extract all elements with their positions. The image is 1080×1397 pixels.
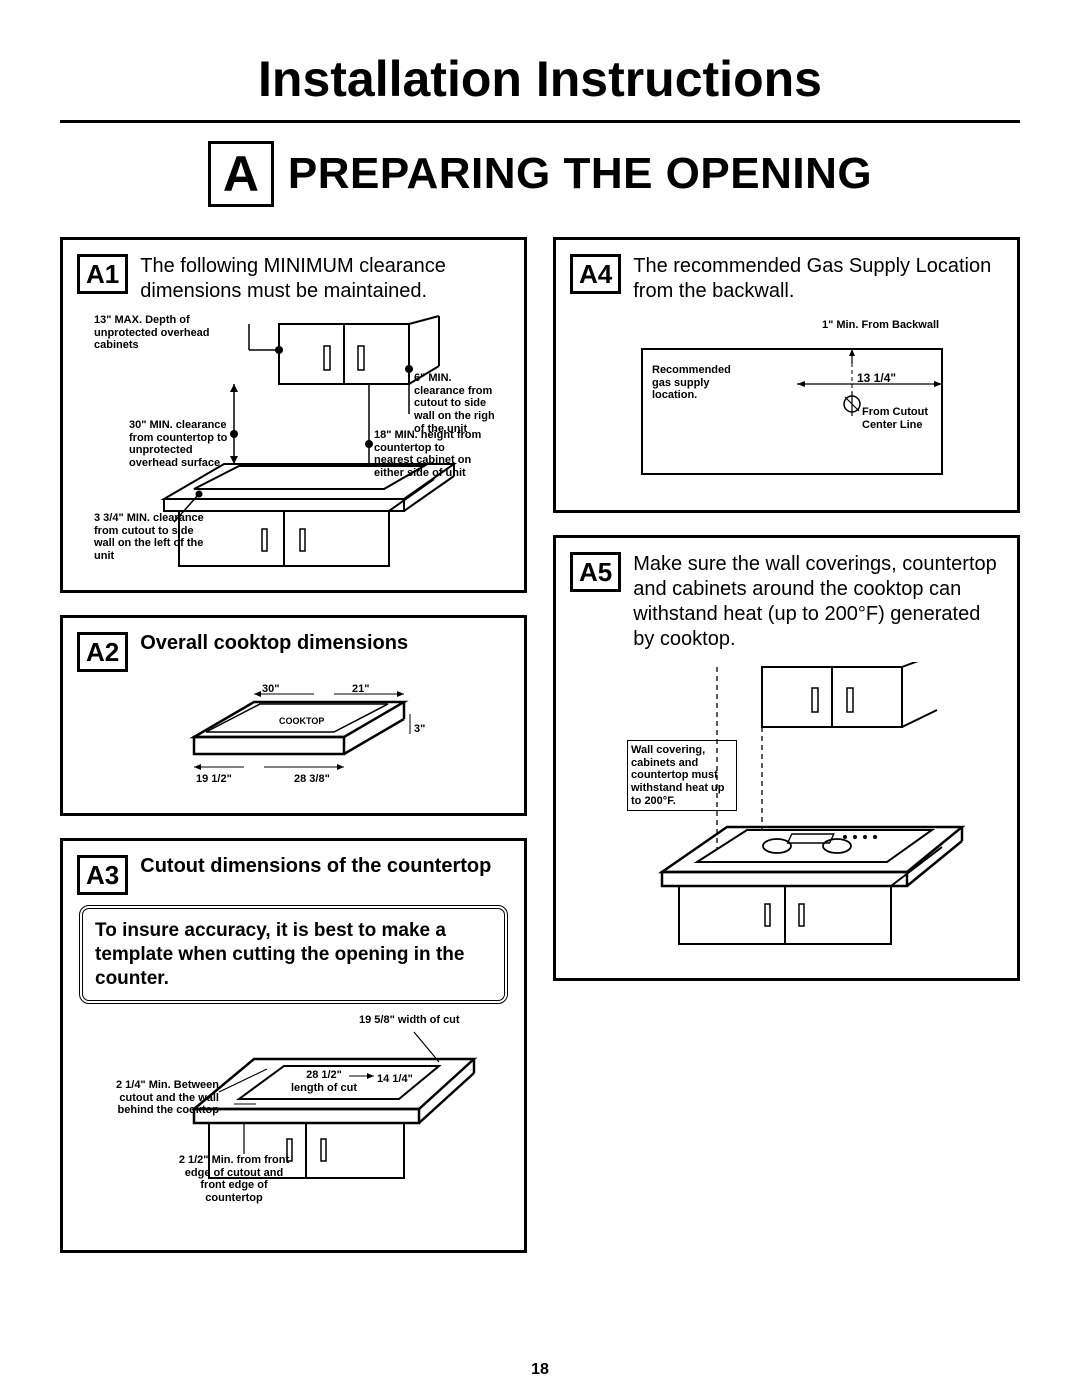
step-box-a2: A2: [77, 632, 128, 672]
a2-dim-b1: 19 1/2": [196, 773, 232, 785]
content-columns: A1 The following MINIMUM clearance dimen…: [60, 237, 1020, 1253]
a2-title: Overall cooktop dimensions: [140, 632, 408, 655]
a3-length-cut: 28 1/2" length of cut: [289, 1069, 359, 1094]
section-header: A PREPARING THE OPENING: [60, 141, 1020, 207]
a3-title: Cutout dimensions of the countertop: [140, 855, 491, 878]
a1-label-3: 30" MIN. clearance from countertop to un…: [129, 419, 229, 470]
step-box-a1: A1: [77, 254, 128, 294]
a2-cooktop-label: COOKTOP: [279, 716, 324, 726]
a4-text: The recommended Gas Supply Location from…: [633, 254, 1003, 304]
a2-dim-w1: 30": [262, 683, 279, 695]
section-letter-box: A: [208, 141, 274, 207]
a5-note: Wall covering, cabinets and countertop m…: [627, 740, 737, 811]
right-column: A4 The recommended Gas Supply Location f…: [553, 237, 1020, 1253]
panel-a1: A1 The following MINIMUM clearance dimen…: [60, 237, 527, 593]
panel-a4: A4 The recommended Gas Supply Location f…: [553, 237, 1020, 513]
a4-d13: 13 1/4": [857, 371, 896, 385]
a1-label-2: 6" MIN. clearance from cutout to side wa…: [414, 372, 494, 435]
panel-a5: A5 Make sure the wall coverings, counter…: [553, 535, 1020, 981]
main-title: Installation Instructions: [60, 50, 1020, 108]
a1-label-1: 13" MAX. Depth of unprotected overhead c…: [94, 314, 214, 352]
a1-text: The following MINIMUM clearance dimensio…: [140, 254, 510, 304]
step-box-a5: A5: [570, 552, 621, 592]
section-title: PREPARING THE OPENING: [288, 149, 872, 199]
a4-diagram: 1" Min. From Backwall 13 1/4" Recommende…: [570, 314, 1003, 494]
a2-dim-w2: 21": [352, 683, 369, 695]
a3-d14: 14 1/4": [377, 1073, 413, 1085]
a2-dim-b2: 28 3/8": [294, 773, 330, 785]
a2-diagram: 30" 21" 3" COOKTOP 19 1/2" 28 3/8": [77, 682, 510, 797]
a3-behind: 2 1/4" Min. Between cutout and the wall …: [89, 1079, 219, 1117]
a4-backwall: 1" Min. From Backwall: [822, 319, 982, 332]
step-box-a4: A4: [570, 254, 621, 294]
a1-label-4: 18" MIN. height from countertop to neare…: [374, 429, 484, 480]
a5-text: Make sure the wall coverings, countertop…: [633, 552, 1003, 652]
page-number: 18: [0, 1361, 1080, 1379]
panel-a2: A2 Overall cooktop dimensions 30": [60, 615, 527, 816]
a3-front: 2 1/2" Min. from front edge of cutout an…: [174, 1154, 294, 1205]
a1-diagram: 13" MAX. Depth of unprotected overhead c…: [77, 314, 510, 574]
a4-centerline: From Cutout Center Line: [862, 406, 952, 431]
left-column: A1 The following MINIMUM clearance dimen…: [60, 237, 527, 1253]
title-divider: [60, 120, 1020, 123]
a5-diagram: Wall covering, cabinets and countertop m…: [570, 662, 1003, 962]
a2-dim-h: 3": [414, 723, 425, 735]
a1-label-5: 3 3/4" MIN. clearance from cutout to sid…: [94, 512, 204, 563]
panel-a3: A3 Cutout dimensions of the countertop T…: [60, 838, 527, 1253]
a4-loc: Recommended gas supply location.: [652, 364, 752, 402]
a3-note: To insure accuracy, it is best to make a…: [79, 905, 508, 1004]
a3-width-cut: 19 5/8" width of cut: [359, 1014, 499, 1027]
step-box-a3: A3: [77, 855, 128, 895]
a3-diagram: 19 5/8" width of cut 28 1/2" length of c…: [77, 1014, 510, 1234]
